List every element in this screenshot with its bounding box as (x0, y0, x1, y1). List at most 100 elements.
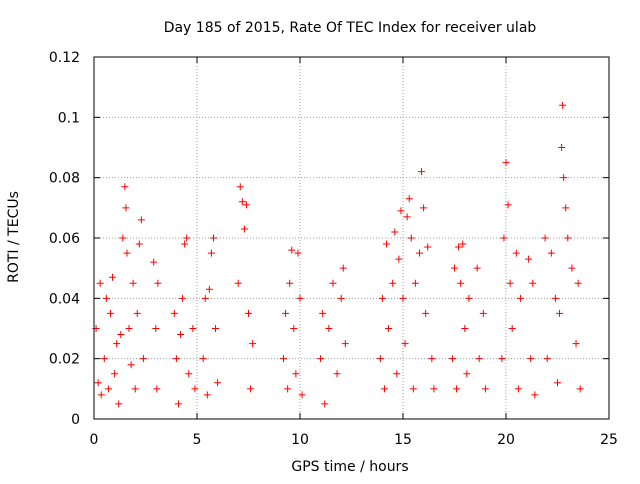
data-point-0-22 (135, 240, 143, 248)
data-point-0-97 (430, 385, 438, 393)
data-point-0-10 (113, 340, 121, 348)
data-point-0-9 (111, 370, 119, 378)
data-point-0-107 (473, 264, 481, 272)
data-point-0-84 (399, 294, 407, 302)
data-point-0-23 (137, 216, 145, 224)
y-tick-label-1: 0.02 (49, 352, 80, 368)
data-point-0-62 (294, 249, 302, 257)
data-point-0-69 (329, 279, 337, 287)
data-point-0-21 (133, 309, 141, 317)
data-point-0-101 (455, 243, 463, 251)
data-point-0-11 (115, 400, 123, 408)
data-point-0-55 (280, 355, 288, 363)
data-point-0-133 (562, 204, 570, 212)
data-point-0-130 (558, 144, 566, 151)
y-tick-label-2: 0.04 (49, 291, 80, 307)
data-point-0-33 (179, 294, 187, 302)
data-point-0-37 (189, 325, 197, 332)
data-point-0-32 (177, 331, 185, 339)
data-point-0-103 (459, 240, 467, 248)
y-tick-label-5: 0.1 (58, 110, 80, 126)
data-point-0-7 (106, 309, 114, 317)
data-point-0-59 (288, 246, 296, 254)
data-point-0-106 (465, 294, 473, 302)
data-point-0-86 (403, 213, 411, 221)
data-point-0-132 (560, 174, 568, 182)
data-point-0-112 (500, 234, 508, 242)
data-point-0-85 (401, 340, 409, 348)
data-point-0-114 (504, 201, 512, 209)
data-point-0-110 (481, 385, 489, 393)
data-point-0-50 (240, 225, 248, 233)
data-point-0-57 (284, 385, 292, 393)
y-tick-label-4: 0.08 (49, 171, 80, 187)
data-point-0-67 (321, 400, 329, 408)
data-point-0-122 (529, 279, 537, 287)
data-point-0-134 (564, 234, 572, 242)
data-point-0-113 (502, 159, 510, 167)
data-point-0-125 (543, 355, 551, 363)
data-point-0-98 (448, 355, 456, 363)
data-point-0-24 (139, 355, 147, 363)
data-point-0-104 (461, 325, 469, 332)
data-point-0-61 (292, 370, 300, 378)
data-point-0-90 (411, 279, 419, 287)
data-point-0-91 (415, 249, 423, 257)
chart-title: Day 185 of 2015, Rate Of TEC Index for r… (164, 20, 537, 36)
data-point-0-105 (463, 370, 471, 378)
data-point-0-83 (397, 207, 405, 215)
data-point-0-52 (245, 309, 252, 317)
data-point-0-109 (479, 309, 487, 317)
data-point-0-26 (152, 325, 160, 332)
data-point-0-74 (376, 355, 384, 363)
data-point-0-56 (282, 309, 290, 317)
data-point-0-48 (236, 183, 244, 191)
x-tick-label-2: 10 (291, 432, 309, 448)
data-point-0-94 (422, 309, 430, 317)
data-point-0-27 (153, 385, 161, 393)
data-point-0-136 (572, 340, 580, 348)
data-point-0-4 (100, 355, 108, 363)
data-point-0-79 (389, 279, 397, 287)
data-point-0-81 (393, 370, 401, 378)
data-point-0-138 (576, 385, 584, 393)
x-tick-label-4: 20 (497, 432, 515, 448)
data-point-0-78 (385, 325, 393, 332)
data-point-0-58 (286, 279, 294, 287)
data-point-0-65 (317, 355, 325, 363)
data-point-0-29 (170, 309, 178, 317)
data-point-0-63 (296, 294, 304, 302)
x-axis-ticks: 0 5 10 15 20 25 (90, 57, 618, 448)
data-point-0-92 (418, 168, 426, 176)
data-point-0-39 (199, 355, 207, 363)
data-point-0-80 (391, 228, 399, 236)
data-point-0-88 (407, 234, 415, 242)
data-point-0-70 (333, 370, 341, 378)
x-tick-label-1: 5 (193, 432, 202, 448)
data-point-0-111 (498, 355, 506, 363)
data-point-0-44 (209, 234, 217, 242)
data-point-0-35 (183, 234, 191, 242)
data-point-0-43 (207, 249, 215, 257)
data-point-0-36 (185, 370, 193, 378)
data-point-0-2 (96, 279, 104, 287)
data-point-0-14 (121, 183, 129, 191)
data-point-0-45 (212, 325, 220, 332)
data-point-0-18 (127, 361, 135, 369)
data-point-0-6 (104, 385, 112, 393)
data-point-0-118 (514, 385, 522, 393)
data-point-0-120 (525, 255, 533, 263)
data-point-0-64 (298, 391, 306, 399)
data-point-0-72 (339, 264, 347, 272)
data-point-0-73 (341, 340, 349, 348)
y-tick-label-6: 0.12 (49, 50, 80, 66)
data-point-0-127 (551, 294, 559, 302)
data-point-0-115 (506, 279, 514, 287)
data-point-0-40 (201, 294, 209, 302)
data-point-0-68 (325, 325, 333, 332)
data-point-0-66 (319, 309, 327, 317)
data-point-0-75 (378, 294, 386, 302)
data-point-0-15 (122, 204, 130, 212)
data-point-0-100 (453, 385, 461, 393)
